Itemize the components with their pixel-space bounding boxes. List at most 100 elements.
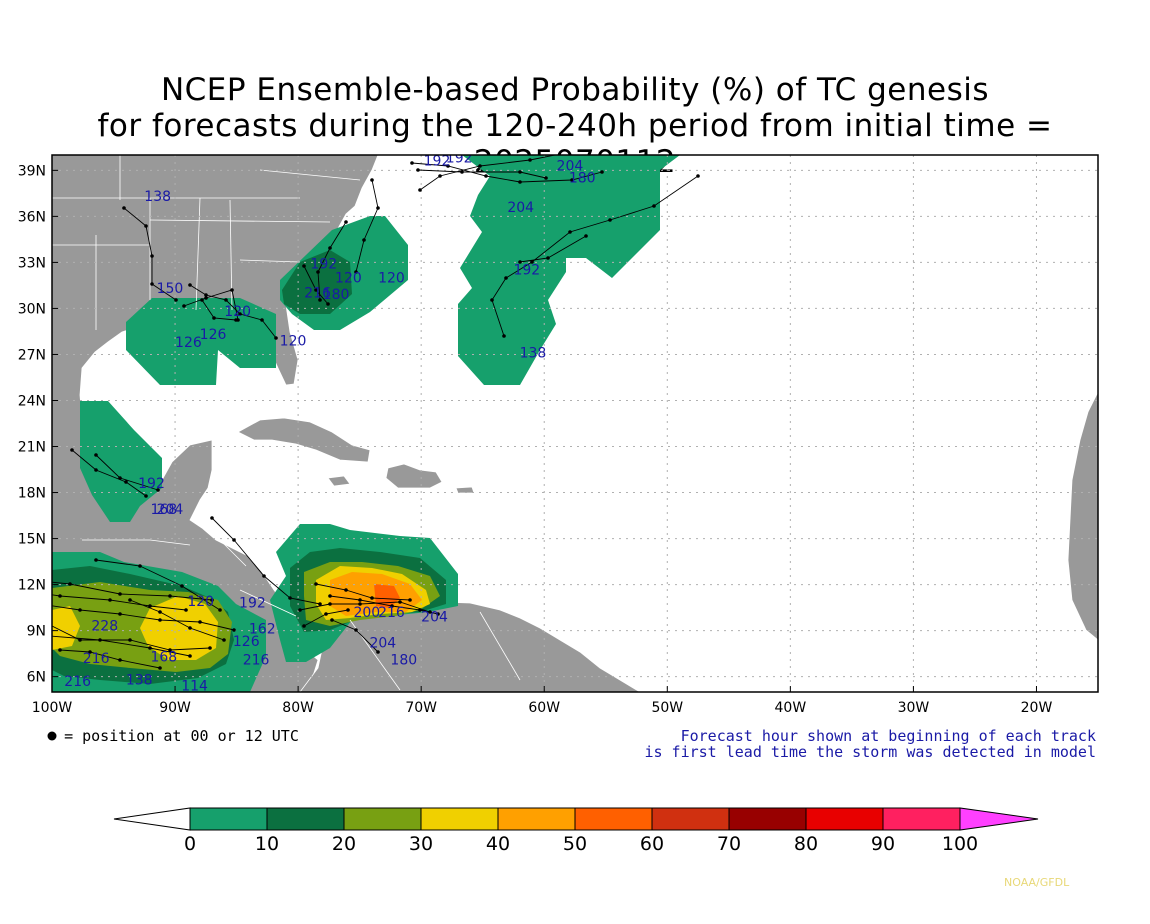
track-position-dot xyxy=(232,628,236,632)
colorbar-swatch xyxy=(343,807,422,831)
lat-tick-label: 6N xyxy=(27,670,46,686)
storm-track xyxy=(417,169,547,179)
track-position-dot xyxy=(530,260,534,264)
storm-track xyxy=(183,289,239,321)
track-position-dot xyxy=(376,650,380,654)
forecast-hour-label: 216 xyxy=(378,605,405,621)
colorbar-tick-label: 90 xyxy=(871,833,895,855)
state-borders xyxy=(52,155,521,691)
track-position-dot xyxy=(314,288,318,292)
colorbar-swatch xyxy=(882,807,961,831)
track-position-dot xyxy=(118,476,122,480)
lat-tick-label: 30N xyxy=(18,301,46,317)
forecast-hour-label: 200 xyxy=(353,605,380,621)
track-position-dot xyxy=(316,270,320,274)
forecast-hour-label: 180 xyxy=(569,171,596,187)
lon-tick-label: 20W xyxy=(1021,700,1053,716)
track-position-dot xyxy=(38,618,42,622)
track-position-dot xyxy=(168,648,172,652)
track-position-dot xyxy=(370,178,374,182)
storm-track xyxy=(411,162,603,183)
hispaniola-land xyxy=(385,463,443,489)
track-position-dot xyxy=(544,176,548,180)
atlantic-north-prob-10 xyxy=(458,155,680,385)
lat-tick-label: 24N xyxy=(18,393,46,409)
track-position-dot xyxy=(198,620,202,624)
track-position-dot xyxy=(138,564,142,568)
track-position-dot xyxy=(262,574,266,578)
track-position-dot xyxy=(128,638,132,642)
track-position-dot xyxy=(94,468,98,472)
track-position-dot xyxy=(204,293,208,297)
track-position-dot xyxy=(346,608,350,612)
track-position-dot xyxy=(600,170,604,174)
storm-track xyxy=(52,635,191,657)
forecast-hour-label: 216 xyxy=(83,651,110,667)
track-position-dot xyxy=(358,598,362,602)
lon-tick-label: 80W xyxy=(282,700,314,716)
track-position-dot xyxy=(234,318,238,322)
track-position-dot xyxy=(222,638,226,642)
track-position-dot xyxy=(504,276,508,280)
forecast-hour-label: 204 xyxy=(369,636,396,652)
storm-track xyxy=(315,583,411,601)
colorbar-swatch xyxy=(574,807,653,831)
track-position-dot xyxy=(344,220,348,224)
track-position-dot xyxy=(436,612,440,616)
colorbar-tick-label: 80 xyxy=(794,833,818,855)
forecast-hour-label: 168 xyxy=(150,502,177,518)
track-position-dot xyxy=(528,158,532,162)
track-position-dot xyxy=(518,170,522,174)
track-position-dot xyxy=(328,246,332,250)
track-position-dot xyxy=(184,608,188,612)
colorbar-tick-label: 40 xyxy=(486,833,510,855)
track-position-dot xyxy=(200,298,204,302)
track-position-dot xyxy=(370,596,374,600)
forecast-hour-label: 192 xyxy=(446,151,473,167)
track-position-dot xyxy=(150,282,154,286)
track-position-dot xyxy=(490,298,494,302)
colorbar-swatch xyxy=(651,807,730,831)
track-position-dot xyxy=(188,654,192,658)
forecast-hour-label: 126 xyxy=(233,634,260,650)
track-position-dot xyxy=(318,602,322,606)
forecast-hour-label: 192 xyxy=(138,476,165,492)
track-position-dot xyxy=(58,648,62,652)
africa-land xyxy=(1067,391,1098,641)
track-position-dot xyxy=(652,204,656,208)
colorbar-tick-label: 10 xyxy=(255,833,279,855)
track-position-dot xyxy=(224,298,228,302)
lon-tick-label: 30W xyxy=(898,700,930,716)
track-position-dot xyxy=(302,624,306,628)
track-position-dot xyxy=(302,264,306,268)
track-position-dot xyxy=(260,318,264,322)
track-position-dot xyxy=(58,594,62,598)
forecast-hour-label: 126 xyxy=(175,335,202,351)
storm-track xyxy=(189,284,277,339)
track-position-dot xyxy=(180,584,184,588)
forecast-hour-label: 192 xyxy=(424,154,451,170)
forecast-hour-label: 150 xyxy=(157,281,184,297)
forecast-hour-label: 114 xyxy=(181,678,208,694)
track-position-dot xyxy=(416,168,420,172)
track-position-dot xyxy=(238,312,242,316)
forecast-hour-label: 168 xyxy=(150,649,177,665)
position-legend-label: = position at 00 or 12 UTC xyxy=(64,727,299,745)
track-position-dot xyxy=(188,283,192,287)
track-position-dot xyxy=(208,646,212,650)
track-position-dot xyxy=(144,494,148,498)
track-position-dot xyxy=(78,638,82,642)
forecast-hour-label: 120 xyxy=(335,270,362,286)
colorbar-swatch xyxy=(497,807,576,831)
storm-track xyxy=(59,649,161,669)
lon-tick-label: 90W xyxy=(159,700,191,716)
storm-track xyxy=(491,175,699,337)
forecast-hour-label: 138 xyxy=(126,672,153,688)
track-position-dot xyxy=(546,256,550,260)
colorbar-tick-label: 0 xyxy=(184,833,196,855)
track-position-dot xyxy=(38,602,42,606)
track-position-dot xyxy=(328,602,332,606)
track-position-dot xyxy=(428,610,432,614)
track-position-dot xyxy=(318,298,322,302)
